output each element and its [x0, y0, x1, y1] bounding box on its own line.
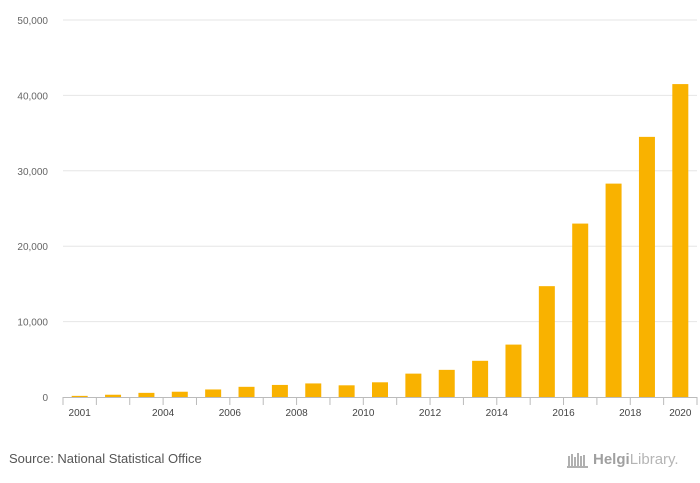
y-tick-label: 0	[42, 393, 48, 404]
x-tick-label: 2018	[619, 408, 642, 419]
bar-2017	[605, 183, 622, 397]
helgi-library-logo[interactable]: Helgi Library.	[567, 449, 679, 469]
bar-2016	[572, 223, 589, 397]
bar-2011	[405, 373, 422, 397]
bar-chart: 0 10,000 20,000 30,000 40,000 50,000 2001 2004…	[17, 16, 698, 419]
y-tick-label: 10,000	[17, 318, 48, 329]
bar-2015	[538, 286, 555, 397]
logo-word-library: Library.	[629, 450, 679, 468]
bar-2003	[138, 392, 155, 397]
bar-2019	[672, 84, 689, 397]
bar-2013	[472, 360, 489, 397]
bar-2014	[505, 344, 522, 397]
bar-2004	[171, 391, 188, 397]
bar-2007	[271, 384, 288, 397]
x-tick-label: 2010	[352, 408, 375, 419]
x-tick-label: 2008	[285, 408, 308, 419]
bar-2018	[638, 136, 655, 397]
x-tick-label: 2001	[69, 408, 92, 419]
x-tick-label: 2006	[219, 408, 242, 419]
bar-2010	[372, 382, 388, 397]
bar-2006	[238, 386, 255, 397]
x-tick-label: 2016	[552, 408, 575, 419]
y-axis: 0 10,000 20,000 30,000 40,000 50,000	[17, 16, 48, 404]
source-note: Source: National Statistical Office	[9, 451, 202, 466]
x-tick-label: 2012	[419, 408, 442, 419]
x-axis: 2001 2004 2006 2008 2010 2012 2014 2016 2018 2020	[62, 397, 698, 419]
library-icon	[567, 453, 588, 468]
x-tick-label: 2020	[669, 408, 692, 419]
bar-2002	[105, 394, 122, 397]
bar-2012	[438, 369, 455, 397]
logo-word-helgi: Helgi	[593, 450, 630, 468]
bar-2001	[71, 395, 88, 397]
grid-lines	[63, 19, 697, 323]
bars	[71, 84, 689, 397]
y-tick-label: 40,000	[17, 91, 48, 102]
y-tick-label: 30,000	[17, 167, 48, 178]
bar-2009	[338, 385, 355, 397]
y-tick-label: 50,000	[17, 16, 48, 27]
y-tick-label: 20,000	[17, 242, 48, 253]
bar-2008	[305, 383, 322, 397]
x-tick-label: 2004	[152, 408, 175, 419]
x-tick-label: 2014	[486, 408, 509, 419]
bar-2005	[205, 389, 222, 397]
